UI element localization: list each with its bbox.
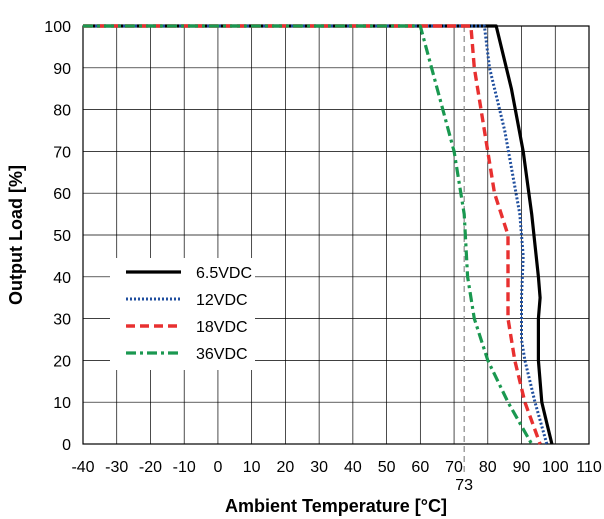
annotation-label-73: 73	[455, 477, 473, 494]
x-tick-label: 50	[378, 459, 396, 476]
grid	[82, 25, 590, 445]
y-tick-label: 70	[53, 144, 71, 161]
series-lines	[83, 24, 554, 445]
legend: 6.5VDC 12VDC 18VDC 36VDC	[110, 258, 255, 370]
x-tick-label: 40	[344, 459, 362, 476]
annotation: 73	[455, 26, 473, 494]
series-line-12vdc	[83, 24, 549, 445]
y-tick-label: 0	[62, 437, 71, 454]
y-tick-label: 40	[53, 270, 71, 287]
x-tick-label: 30	[310, 459, 328, 476]
y-tick-label: 50	[53, 228, 71, 245]
x-tick-label: -20	[139, 459, 162, 476]
x-tick-label: 70	[445, 459, 463, 476]
y-axis-title: Output Load [%]	[6, 165, 26, 305]
series-line-6.5vdc	[83, 24, 554, 445]
x-tick-label: 20	[277, 459, 295, 476]
legend-label: 36VDC	[196, 346, 248, 363]
x-axis-title: Ambient Temperature [°C]	[225, 496, 447, 516]
y-tick-label: 90	[53, 61, 71, 78]
x-tick-label: 10	[243, 459, 261, 476]
y-tick-labels: 0 10 20 30 40 50 60 70 80 90 100	[44, 19, 71, 454]
x-tick-label: -30	[105, 459, 128, 476]
y-tick-label: 100	[44, 19, 71, 36]
series-line-18vdc	[83, 24, 542, 445]
x-tick-label: 60	[411, 459, 429, 476]
x-tick-label: -10	[173, 459, 196, 476]
y-tick-label: 80	[53, 103, 71, 120]
x-tick-label: 100	[542, 459, 569, 476]
y-tick-label: 20	[53, 353, 71, 370]
x-tick-label: -40	[71, 459, 94, 476]
x-tick-label: 0	[213, 459, 222, 476]
y-tick-label: 10	[53, 395, 71, 412]
x-tick-label: 90	[513, 459, 531, 476]
y-tick-label: 30	[53, 312, 71, 329]
x-tick-label: 110	[576, 459, 602, 476]
legend-label: 6.5VDC	[196, 265, 252, 282]
x-tick-labels: -40 -30 -20 -10 0 10 20 30 40 50 60 70 80 90 100 110	[71, 459, 601, 476]
legend-label: 18VDC	[196, 319, 248, 336]
series-line-36vdc	[83, 24, 534, 445]
x-tick-label: 80	[479, 459, 497, 476]
legend-label: 12VDC	[196, 292, 248, 309]
legend-background	[110, 258, 255, 370]
y-tick-label: 60	[53, 186, 71, 203]
